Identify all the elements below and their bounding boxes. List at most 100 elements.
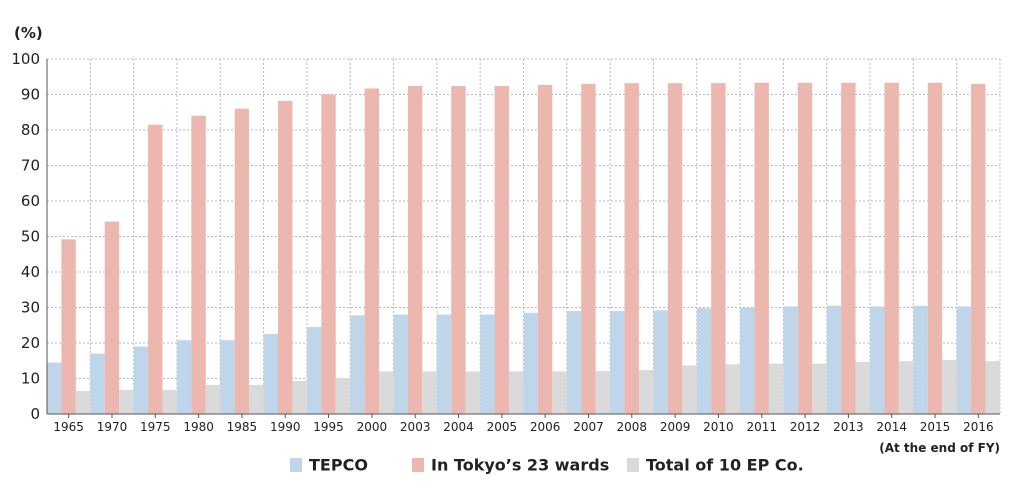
x-tick-label: 2009 xyxy=(660,420,691,434)
x-tick-label: 2006 xyxy=(530,420,561,434)
x-tick-label: 2012 xyxy=(790,420,821,434)
legend-label: TEPCO xyxy=(309,456,368,475)
bar-in-tokyo-s-23-wards-2015 xyxy=(927,82,943,414)
legend-swatch xyxy=(627,458,639,472)
y-tick-label: 0 xyxy=(30,405,40,423)
bar-in-tokyo-s-23-wards-2000 xyxy=(364,88,380,414)
bar-in-tokyo-s-23-wards-2004 xyxy=(451,85,466,414)
x-tick-label: 1975 xyxy=(140,420,171,434)
bar-in-tokyo-s-23-wards-2014 xyxy=(884,82,899,414)
bar-in-tokyo-s-23-wards-1990 xyxy=(277,100,293,414)
x-tick-label: 2014 xyxy=(876,420,907,434)
y-tick-label: 50 xyxy=(21,228,40,246)
x-tick-label: 2011 xyxy=(746,420,777,434)
bar-in-tokyo-s-23-wards-2012 xyxy=(797,82,813,414)
bar-tepco-2010 xyxy=(696,308,712,414)
x-tick-label: 2004 xyxy=(443,420,474,434)
bar-total-of-10-ep-co--2006 xyxy=(552,371,567,414)
legend-swatch xyxy=(290,458,302,472)
x-tick-label: 2007 xyxy=(573,420,604,434)
bar-in-tokyo-s-23-wards-1975 xyxy=(148,124,163,415)
bar-tepco-2005 xyxy=(480,314,495,414)
bar-total-of-10-ep-co--2011 xyxy=(768,363,784,414)
bar-tepco-2011 xyxy=(740,307,755,414)
y-tick-label: 40 xyxy=(21,263,40,281)
bar-tepco-2000 xyxy=(350,315,365,414)
x-tick-label: 2008 xyxy=(617,420,648,434)
bar-tepco-2004 xyxy=(436,314,452,414)
bar-in-tokyo-s-23-wards-2013 xyxy=(841,82,856,414)
x-tick-label: 1965 xyxy=(53,420,84,434)
x-axis-note: (At the end of FY) xyxy=(879,441,1000,455)
bar-in-tokyo-s-23-wards-2003 xyxy=(407,85,423,414)
bar-total-of-10-ep-co--2000 xyxy=(379,371,394,414)
y-axis-unit-label: (%) xyxy=(14,24,43,42)
bar-in-tokyo-s-23-wards-2006 xyxy=(537,84,553,414)
bar-tepco-1995 xyxy=(306,327,322,414)
legend: TEPCO In Tokyo’s 23 wards Total of 10 EP C… xyxy=(290,456,804,475)
bar-tepco-2014 xyxy=(870,306,885,414)
bar-in-tokyo-s-23-wards-2005 xyxy=(494,85,509,414)
bar-tepco-2008 xyxy=(610,311,625,414)
bar-total-of-10-ep-co--2010 xyxy=(725,364,740,414)
x-tick-label: 2010 xyxy=(703,420,734,434)
legend-label: In Tokyo’s 23 wards xyxy=(431,456,609,475)
x-tick-label: 2003 xyxy=(400,420,431,434)
bar-total-of-10-ep-co--2013 xyxy=(855,361,870,414)
bar-total-of-10-ep-co--1980 xyxy=(205,384,221,414)
bar-in-tokyo-s-23-wards-2010 xyxy=(711,83,726,414)
bar-total-of-10-ep-co--1965 xyxy=(75,390,91,414)
x-tick-label: 2000 xyxy=(357,420,388,434)
y-tick-label: 10 xyxy=(21,370,40,388)
bar-total-of-10-ep-co--1975 xyxy=(162,389,177,414)
bar-total-of-10-ep-co--2004 xyxy=(465,371,481,414)
bar-total-of-10-ep-co--1970 xyxy=(119,389,134,414)
y-tick-label: 60 xyxy=(21,192,40,210)
bar-tepco-2007 xyxy=(566,311,582,414)
x-tick-label: 2015 xyxy=(920,420,951,434)
bar-total-of-10-ep-co--2008 xyxy=(638,369,654,414)
bar-in-tokyo-s-23-wards-2008 xyxy=(624,83,639,414)
x-tick-label: 2005 xyxy=(487,420,518,434)
x-tick-label: 1995 xyxy=(313,420,344,434)
bar-tepco-2003 xyxy=(393,314,408,414)
bar-tepco-2015 xyxy=(913,305,928,414)
bar-total-of-10-ep-co--2016 xyxy=(985,361,1000,414)
bar-tepco-2013 xyxy=(826,305,842,414)
bar-total-of-10-ep-co--1995 xyxy=(335,378,351,414)
bar-in-tokyo-s-23-wards-1980 xyxy=(191,115,206,415)
y-tick-label: 20 xyxy=(21,334,40,352)
gridlines xyxy=(46,58,1001,414)
x-tick-label: 2013 xyxy=(833,420,864,434)
x-axis: 1965 1970 1975 1980 1985 1990 1995 2000 2003 2004… xyxy=(47,413,1000,434)
y-tick-label: 100 xyxy=(11,50,40,68)
bar-tepco-1980 xyxy=(176,340,192,414)
bar-in-tokyo-s-23-wards-1965 xyxy=(61,239,76,414)
y-tick-label: 70 xyxy=(21,157,40,175)
y-tick-label: 90 xyxy=(21,86,40,104)
bar-total-of-10-ep-co--2007 xyxy=(595,371,611,414)
y-axis: 0 10 20 30 40 50 60 70 80 90 100 xyxy=(11,50,48,423)
bar-in-tokyo-s-23-wards-2007 xyxy=(581,83,596,414)
bar-tepco-1985 xyxy=(220,340,235,414)
bar-tepco-1990 xyxy=(263,334,278,414)
bar-total-of-10-ep-co--2012 xyxy=(812,363,827,414)
x-tick-label: 1990 xyxy=(270,420,301,434)
bar-total-of-10-ep-co--1985 xyxy=(249,384,264,414)
x-tick-label: 2016 xyxy=(963,420,994,434)
bar-tepco-2016 xyxy=(956,306,972,414)
bar-tepco-2006 xyxy=(523,312,538,414)
bar-total-of-10-ep-co--2014 xyxy=(898,361,914,414)
x-tick-label: 1970 xyxy=(97,420,128,434)
bar-tepco-1965 xyxy=(47,362,62,414)
bar-total-of-10-ep-co--1990 xyxy=(292,380,307,414)
bar-tepco-2009 xyxy=(653,310,668,414)
x-tick-label: 1985 xyxy=(227,420,258,434)
bar-tepco-1970 xyxy=(90,353,105,414)
legend-label: Total of 10 EP Co. xyxy=(646,456,804,475)
bar-in-tokyo-s-23-wards-2016 xyxy=(971,83,986,414)
bar-tepco-1975 xyxy=(133,346,149,414)
bars-group xyxy=(47,82,1000,415)
bar-in-tokyo-s-23-wards-1985 xyxy=(234,108,250,414)
